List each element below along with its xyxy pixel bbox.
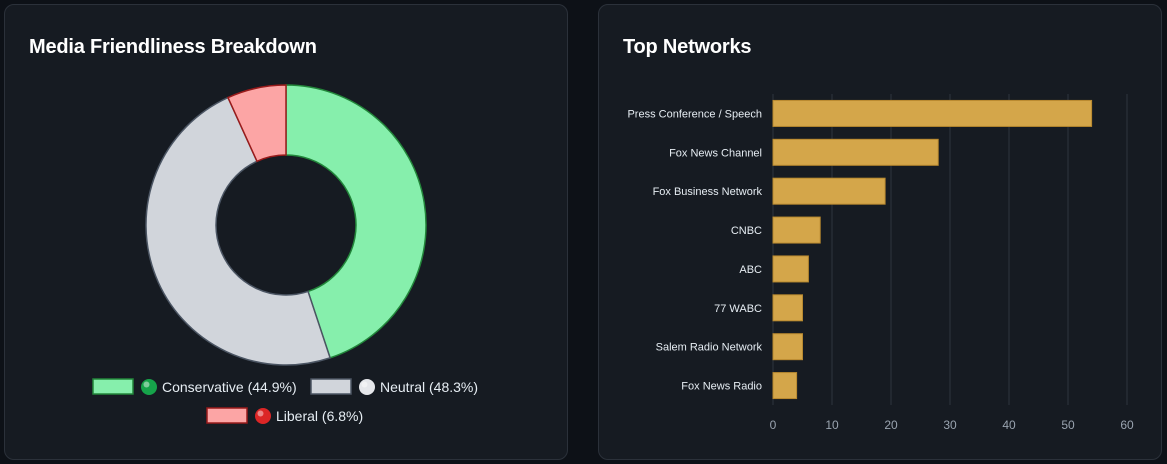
x-tick-label: 40 [1002, 418, 1016, 432]
legend-swatch-conservative [92, 378, 134, 395]
legend-label-liberal[interactable]: Liberal (6.8%) [276, 408, 363, 424]
bar[interactable] [772, 333, 803, 361]
x-tick-label: 30 [943, 418, 957, 432]
bar[interactable] [772, 372, 798, 400]
top-networks-title: Top Networks [623, 36, 752, 58]
category-label: Fox News Channel [669, 147, 762, 159]
category-label: Press Conference / Speech [627, 108, 762, 120]
green-circle-icon-highlight [143, 381, 150, 388]
x-tick-label: 60 [1120, 418, 1134, 432]
donut-slice-conservative[interactable] [285, 84, 427, 359]
bar[interactable] [772, 99, 1093, 127]
x-tick-label: 50 [1061, 418, 1075, 432]
bar[interactable] [772, 216, 821, 244]
red-circle-icon-highlight [257, 410, 264, 417]
media-friendliness-title: Media Friendliness Breakdown [29, 36, 317, 58]
category-label: Fox Business Network [653, 186, 763, 198]
bar[interactable] [772, 177, 886, 205]
legend-swatch-neutral [310, 378, 352, 395]
legend-swatch-liberal [206, 407, 248, 424]
white-circle-icon-highlight [361, 381, 368, 388]
category-label: ABC [739, 264, 762, 276]
bar[interactable] [772, 294, 803, 322]
category-label: Salem Radio Network [656, 342, 763, 354]
x-tick-label: 20 [884, 418, 898, 432]
donut-slice-neutral[interactable] [145, 96, 332, 366]
category-label: 77 WABC [714, 303, 762, 315]
red-circle-icon [255, 408, 271, 424]
x-tick-label: 10 [825, 418, 839, 432]
legend-label-neutral[interactable]: Neutral (48.3%) [380, 379, 478, 395]
white-circle-icon [359, 379, 375, 395]
category-label: CNBC [731, 225, 762, 237]
green-circle-icon [141, 379, 157, 395]
category-label: Fox News Radio [681, 381, 762, 393]
bar[interactable] [772, 138, 939, 166]
x-tick-label: 0 [770, 418, 777, 432]
bar[interactable] [772, 255, 809, 283]
donut-slice-liberal[interactable] [226, 84, 287, 163]
legend-label-conservative[interactable]: Conservative (44.9%) [162, 379, 297, 395]
